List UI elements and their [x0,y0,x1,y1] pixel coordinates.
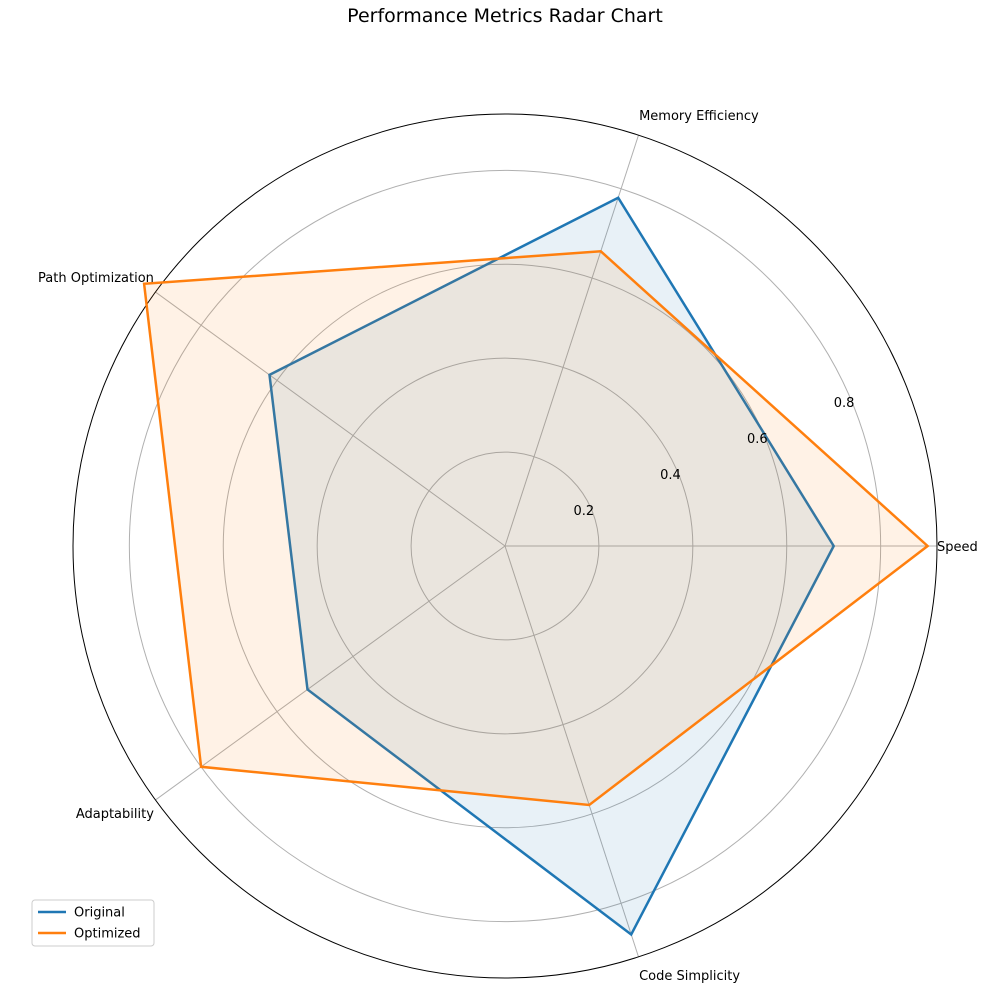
grid [72,113,938,979]
axis-label-speed: Speed [937,540,978,555]
r-tick-label-3: 0.8 [834,396,855,411]
series-line-original [268,196,836,937]
series-fill-optimized [144,251,928,806]
radial-tick-labels: 0.2 0.4 0.6 0.8 [573,396,854,519]
series-fill-original [269,197,834,935]
chart-title: Performance Metrics Radar Chart [347,5,663,27]
axis-label-code-simplicity: Code Simplicity [639,969,740,984]
outer-frame [72,113,938,979]
axis-label-adaptability: Adaptability [76,807,154,822]
spoke-3 [155,545,506,801]
axis-label-memory-efficiency: Memory Efficiency [639,109,759,124]
series-line-optimized [142,250,930,807]
spoke-1 [504,134,639,547]
spoke-2 [155,291,506,547]
r-tick-label-2: 0.6 [747,432,768,447]
spoke-4 [504,545,639,958]
legend-label-original: Original [74,906,125,921]
legend-label-optimized: Optimized [74,927,141,942]
r-tick-label-1: 0.4 [660,468,681,483]
r-tick-label-0: 0.2 [573,504,594,519]
series-layer [142,196,930,937]
axis-label-path-optimization: Path Optimization [38,271,154,286]
axis-labels: Speed Memory Efficiency Path Optimization A… [38,109,978,984]
legend: Original Optimized [31,899,155,947]
